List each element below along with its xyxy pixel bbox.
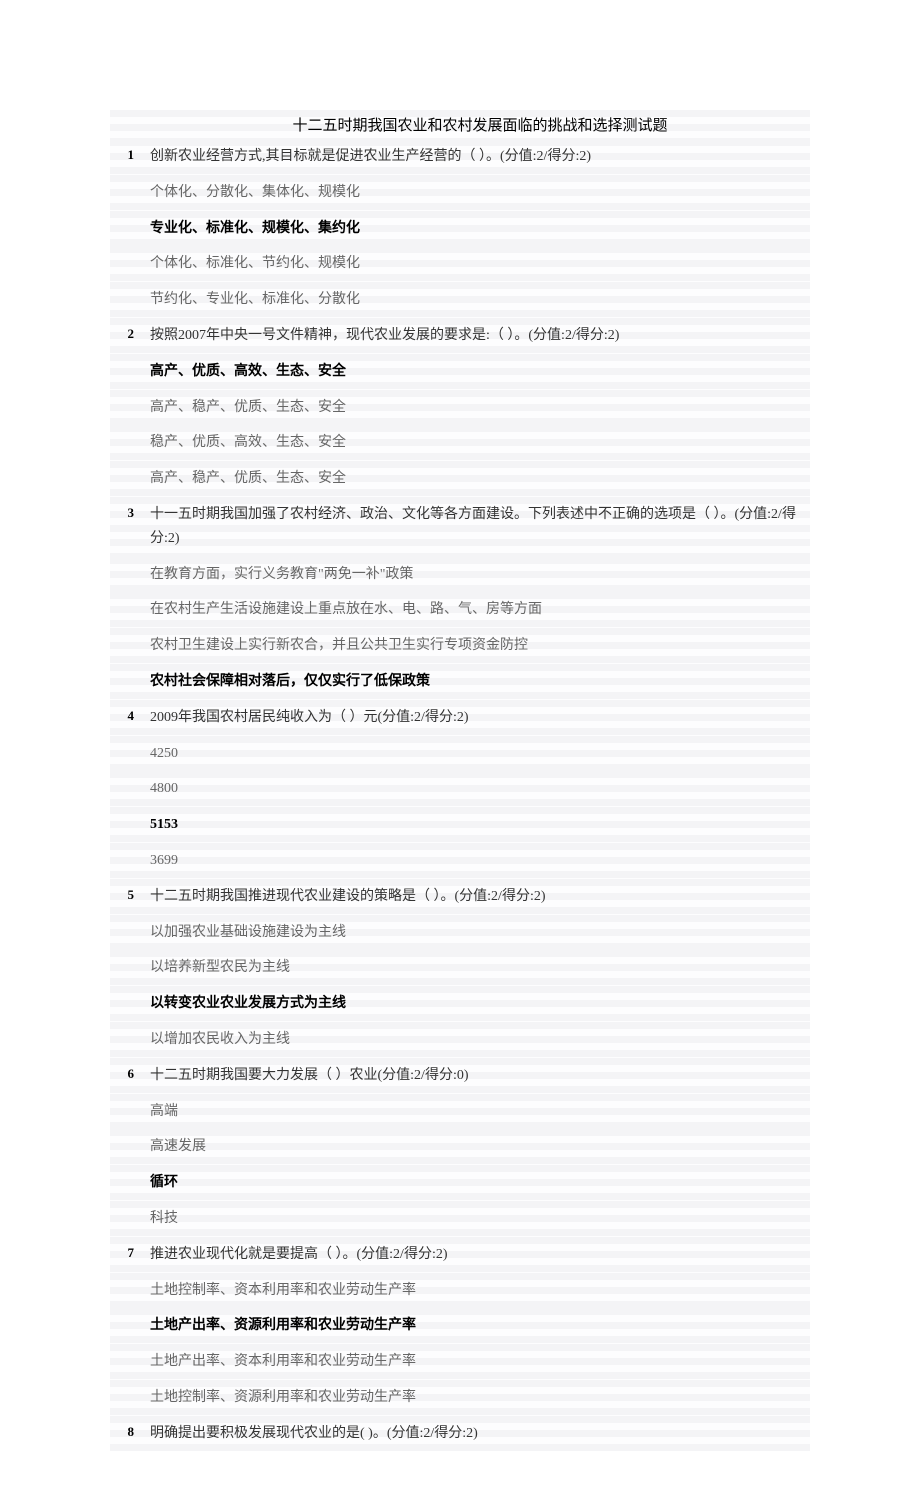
- option-row: 农村卫生建设上实行新农合，并且公共卫生实行专项资金防控: [110, 628, 810, 664]
- quiz-container: 十二五时期我国农业和农村发展面临的挑战和选择测试题 1创新农业经营方式,其目标就…: [110, 110, 810, 1451]
- option-row: 个体化、分散化、集体化、规模化: [110, 175, 810, 211]
- option-row: 循环: [110, 1165, 810, 1201]
- question-text: 十一五时期我国加强了农村经济、政治、文化等各方面建设。下列表述中不正确的选项是（…: [150, 503, 810, 551]
- option-text: 土地控制率、资源利用率和农业劳动生产率: [150, 1386, 810, 1410]
- option-row: 科技: [110, 1201, 810, 1237]
- option-row: 高产、优质、高效、生态、安全: [110, 354, 810, 390]
- correct-answer: 5153: [150, 813, 810, 837]
- option-row: 土地产出率、资本利用率和农业劳动生产率: [110, 1344, 810, 1380]
- option-text: 以培养新型农民为主线: [150, 956, 810, 980]
- questions-list: 1创新农业经营方式,其目标就是促进农业生产经营的（ ）。(分值:2/得分:2) 个…: [110, 139, 810, 1451]
- option-text: 高端: [150, 1100, 810, 1124]
- option-text: 农村卫生建设上实行新农合，并且公共卫生实行专项资金防控: [150, 634, 810, 658]
- question-text: 推进农业现代化就是要提高（ ）。(分值:2/得分:2): [150, 1243, 810, 1267]
- question-row: 6十二五时期我国要大力发展（ ）农业(分值:2/得分:0): [110, 1058, 810, 1094]
- option-row: 高端: [110, 1094, 810, 1130]
- question-number: 2: [110, 324, 150, 342]
- question-number: 8: [110, 1422, 150, 1440]
- question-row: 42009年我国农村居民纯收入为（ ）元(分值:2/得分:2): [110, 700, 810, 736]
- option-row: 在农村生产生活设施建设上重点放在水、电、路、气、房等方面: [110, 592, 810, 628]
- correct-answer: 高产、优质、高效、生态、安全: [150, 360, 810, 384]
- option-row: 高产、稳产、优质、生态、安全: [110, 461, 810, 497]
- option-row: 专业化、标准化、规模化、集约化: [110, 211, 810, 247]
- option-row: 4800: [110, 771, 810, 807]
- correct-answer: 以转变农业农业发展方式为主线: [150, 992, 810, 1016]
- option-row: 3699: [110, 843, 810, 879]
- question-text: 十二五时期我国推进现代农业建设的策略是（ ）。(分值:2/得分:2): [150, 885, 810, 909]
- question-text: 明确提出要积极发展现代农业的是( )。(分值:2/得分:2): [150, 1422, 810, 1446]
- option-row: 以增加农民收入为主线: [110, 1022, 810, 1058]
- option-row: 农村社会保障相对落后，仅仅实行了低保政策: [110, 664, 810, 700]
- question-number: 4: [110, 706, 150, 724]
- question-row: 5十二五时期我国推进现代农业建设的策略是（ ）。(分值:2/得分:2): [110, 879, 810, 915]
- option-text: 土地产出率、资本利用率和农业劳动生产率: [150, 1350, 810, 1374]
- option-row: 稳产、优质、高效、生态、安全: [110, 425, 810, 461]
- option-text: 高产、稳产、优质、生态、安全: [150, 396, 810, 420]
- correct-answer: 农村社会保障相对落后，仅仅实行了低保政策: [150, 670, 810, 694]
- question-text: 创新农业经营方式,其目标就是促进农业生产经营的（ ）。(分值:2/得分:2): [150, 145, 810, 169]
- option-text: 以增加农民收入为主线: [150, 1028, 810, 1052]
- option-text: 3699: [150, 849, 810, 873]
- option-text: 以加强农业基础设施建设为主线: [150, 921, 810, 945]
- option-row: 高产、稳产、优质、生态、安全: [110, 390, 810, 426]
- option-row: 个体化、标准化、节约化、规模化: [110, 246, 810, 282]
- option-row: 5153: [110, 807, 810, 843]
- option-text: 个体化、标准化、节约化、规模化: [150, 252, 810, 276]
- correct-answer: 专业化、标准化、规模化、集约化: [150, 217, 810, 241]
- question-text: 2009年我国农村居民纯收入为（ ）元(分值:2/得分:2): [150, 706, 810, 730]
- option-row: 土地控制率、资源利用率和农业劳动生产率: [110, 1380, 810, 1416]
- option-text: 科技: [150, 1207, 810, 1231]
- title-row: 十二五时期我国农业和农村发展面临的挑战和选择测试题: [110, 110, 810, 139]
- option-row: 以转变农业农业发展方式为主线: [110, 986, 810, 1022]
- option-row: 4250: [110, 736, 810, 772]
- correct-answer: 土地产出率、资源利用率和农业劳动生产率: [150, 1314, 810, 1338]
- question-number: 1: [110, 145, 150, 163]
- option-text: 高产、稳产、优质、生态、安全: [150, 467, 810, 491]
- page-title: 十二五时期我国农业和农村发展面临的挑战和选择测试题: [150, 114, 810, 135]
- question-number: 7: [110, 1243, 150, 1261]
- option-text: 4250: [150, 742, 810, 766]
- correct-answer: 循环: [150, 1171, 810, 1195]
- option-row: 土地控制率、资本利用率和农业劳动生产率: [110, 1273, 810, 1309]
- question-row: 7推进农业现代化就是要提高（ ）。(分值:2/得分:2): [110, 1237, 810, 1273]
- option-text: 节约化、专业化、标准化、分散化: [150, 288, 810, 312]
- option-text: 在教育方面，实行义务教育"两免一补"政策: [150, 563, 810, 587]
- question-row: 3十一五时期我国加强了农村经济、政治、文化等各方面建设。下列表述中不正确的选项是…: [110, 497, 810, 557]
- option-row: 高速发展: [110, 1129, 810, 1165]
- option-text: 4800: [150, 777, 810, 801]
- question-number: 5: [110, 885, 150, 903]
- question-row: 8明确提出要积极发展现代农业的是( )。(分值:2/得分:2): [110, 1416, 810, 1452]
- option-row: 以加强农业基础设施建设为主线: [110, 915, 810, 951]
- option-text: 土地控制率、资本利用率和农业劳动生产率: [150, 1279, 810, 1303]
- question-number: 3: [110, 503, 150, 521]
- question-row: 2按照2007年中央一号文件精神，现代农业发展的要求是:（ ）。(分值:2/得分…: [110, 318, 810, 354]
- option-text: 高速发展: [150, 1135, 810, 1159]
- question-row: 1创新农业经营方式,其目标就是促进农业生产经营的（ ）。(分值:2/得分:2): [110, 139, 810, 175]
- option-row: 土地产出率、资源利用率和农业劳动生产率: [110, 1308, 810, 1344]
- question-number: 6: [110, 1064, 150, 1082]
- option-text: 稳产、优质、高效、生态、安全: [150, 431, 810, 455]
- option-text: 个体化、分散化、集体化、规模化: [150, 181, 810, 205]
- question-text: 按照2007年中央一号文件精神，现代农业发展的要求是:（ ）。(分值:2/得分:…: [150, 324, 810, 348]
- question-text: 十二五时期我国要大力发展（ ）农业(分值:2/得分:0): [150, 1064, 810, 1088]
- option-text: 在农村生产生活设施建设上重点放在水、电、路、气、房等方面: [150, 598, 810, 622]
- option-row: 以培养新型农民为主线: [110, 950, 810, 986]
- option-row: 节约化、专业化、标准化、分散化: [110, 282, 810, 318]
- option-row: 在教育方面，实行义务教育"两免一补"政策: [110, 557, 810, 593]
